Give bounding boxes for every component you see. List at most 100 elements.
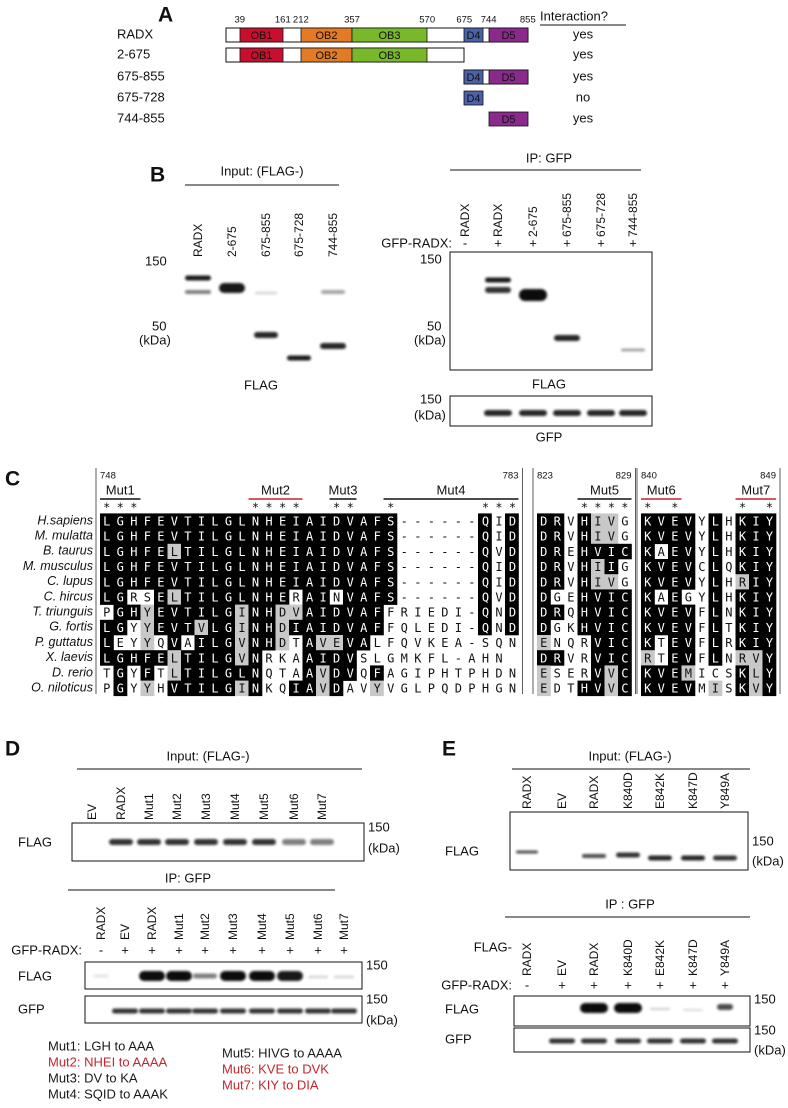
- identical-cell: [235, 513, 249, 529]
- identical-cell: [194, 635, 209, 651]
- lane-sign: +: [558, 977, 566, 992]
- identical-cell: [127, 513, 141, 529]
- identical-cell: [356, 619, 371, 636]
- lane-label: RADX: [587, 943, 601, 976]
- band: [277, 971, 303, 981]
- residue-number: 829: [616, 471, 632, 482]
- lane-label: RADX: [458, 204, 472, 237]
- identical-cell: [235, 528, 249, 545]
- domain-label: D4: [466, 30, 480, 42]
- identical-cell: [383, 513, 398, 529]
- lane-label: 744-855: [626, 193, 640, 237]
- identical-cell: [100, 635, 114, 651]
- identical-cell: [289, 543, 303, 560]
- band: [680, 1038, 706, 1044]
- species-name: M. musculus: [23, 559, 93, 573]
- residue-number: 823: [537, 471, 553, 482]
- identical-cell: [194, 543, 209, 560]
- domain-label: OB1: [250, 30, 272, 42]
- lane-sign: -: [463, 235, 467, 250]
- identical-cell: [316, 543, 330, 560]
- identical-cell: [140, 513, 155, 529]
- identical-cell: [289, 619, 303, 636]
- domain: [351, 47, 428, 63]
- construct-name: 675-855: [117, 68, 165, 83]
- band: [621, 348, 645, 352]
- identical-cell: [370, 528, 384, 545]
- lane-sign: +: [656, 977, 664, 992]
- identical-cell: [127, 574, 141, 590]
- identical-cell: [370, 543, 384, 560]
- identical-cell: [181, 680, 195, 697]
- lane-label: 2-675: [526, 206, 540, 237]
- identical-cell: [343, 619, 357, 636]
- lane-label: 675-728: [292, 213, 306, 257]
- residue-number: 748: [100, 471, 116, 482]
- lane-sign: +: [121, 942, 129, 957]
- identical-cell: [167, 604, 182, 621]
- species-name: C. lupus: [47, 574, 93, 588]
- similar-cell: [316, 665, 330, 681]
- band: [485, 287, 511, 293]
- marker: 50: [152, 318, 166, 333]
- identical-cell: [343, 574, 357, 590]
- identical-cell: [302, 680, 317, 697]
- conservation-marks: *** **** ** * ***: [103, 501, 522, 515]
- identical-cell: [194, 574, 209, 590]
- identical-cell: [329, 528, 344, 545]
- species-name: B. taurus: [43, 544, 93, 558]
- band: [282, 839, 306, 845]
- lane-label: Mut4: [228, 793, 242, 820]
- marker: 150: [368, 819, 390, 834]
- identical-cell: [343, 543, 357, 560]
- identical-cell: [235, 559, 249, 575]
- lane-label: EV: [555, 793, 569, 809]
- domain-label: D4: [466, 72, 480, 84]
- identical-cell: [221, 665, 236, 681]
- sequence-inverse: KVEVCLQKIY: [644, 560, 779, 574]
- identical-cell: [302, 528, 317, 545]
- identical-cell: [343, 528, 357, 545]
- marker: 150: [754, 1022, 776, 1037]
- identical-cell: [383, 543, 398, 560]
- domain: [488, 27, 529, 43]
- band: [519, 410, 547, 416]
- identical-cell: [329, 665, 344, 681]
- identical-cell: [262, 589, 276, 605]
- band: [254, 332, 278, 338]
- band: [683, 1009, 703, 1011]
- panel-label: E: [442, 738, 456, 761]
- lane-label: RADX: [114, 787, 128, 820]
- blot-label: FLAG: [18, 834, 52, 849]
- legend-entry: Mut7: KIY to DIA: [222, 1077, 319, 1092]
- species-name: T. triunguis: [32, 604, 93, 618]
- band: [249, 1008, 275, 1014]
- blot-title: IP: GFP: [165, 870, 211, 885]
- identical-cell: [289, 680, 303, 697]
- identical-cell: [343, 635, 357, 651]
- legend-entry: Mut2: NHEI to AAAA: [48, 1054, 168, 1069]
- lane-sign: +: [624, 977, 632, 992]
- identical-cell: [113, 574, 128, 590]
- identical-cell: [100, 559, 114, 575]
- identical-cell: [356, 589, 371, 605]
- residue-number: 39: [234, 15, 245, 26]
- band: [305, 1008, 331, 1014]
- identical-cell: [329, 680, 344, 697]
- identical-cell: [113, 680, 128, 697]
- band: [193, 973, 217, 979]
- panel-label: C: [5, 468, 20, 491]
- identical-cell: [329, 619, 344, 636]
- identical-cell: [302, 589, 317, 605]
- domain-label: OB2: [315, 30, 337, 42]
- band: [587, 410, 615, 416]
- identical-cell: [194, 665, 209, 681]
- identical-cell: [343, 559, 357, 575]
- lane-label: E842K: [653, 773, 667, 809]
- identical-cell: [262, 513, 276, 529]
- species-name: H.sapiens: [37, 513, 93, 527]
- marker-unit: (kDa): [366, 1012, 398, 1027]
- identical-cell: [221, 543, 236, 560]
- band: [185, 275, 211, 281]
- legend-entry: Mut1: LGH to AAA: [48, 1038, 155, 1053]
